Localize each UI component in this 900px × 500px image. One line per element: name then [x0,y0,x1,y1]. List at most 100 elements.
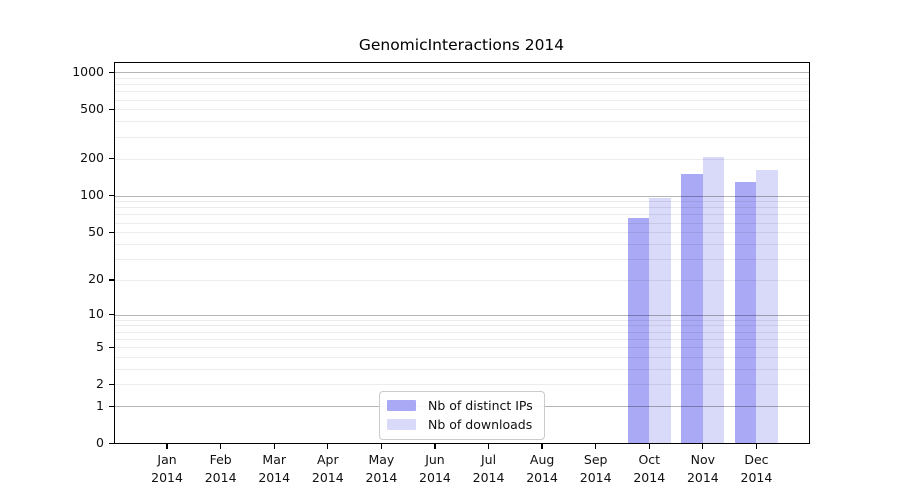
x-tick-label-apr-2014: Apr 2014 [288,451,368,486]
y-tick-mark [108,194,114,197]
plot-frame [113,62,810,444]
x-tick-label-aug-2014: Aug 2014 [502,451,582,486]
gridline-minor [113,243,810,245]
gridline-minor [113,347,810,349]
y-tick-mark [108,346,114,348]
x-tick-label-line: Mar [262,452,287,467]
x-tick-label-line: 2014 [472,469,505,485]
x-tick-label-line: Oct [638,452,661,467]
x-tick-label-line: Aug [529,452,555,467]
x-tick-mark [487,443,490,449]
x-tick-mark [220,443,222,449]
gridline-minor [113,77,810,79]
x-tick-label-line: 2014 [151,469,183,485]
x-tick-label-jun-2014: Jun 2014 [395,451,475,486]
x-tick-label-jan-2014: Jan 2014 [127,451,207,486]
x-tick-mark [755,443,758,449]
x-tick-mark [702,443,704,449]
y-tick-mark [108,231,114,233]
y-tick-label-5: 5 [96,338,104,354]
x-tick-label-line: 2014 [204,469,237,485]
gridline-minor [113,384,810,386]
y-tick-label-100: 100 [80,187,104,203]
x-tick-label-sep-2014: Sep 2014 [556,451,636,486]
x-tick-mark [648,443,650,449]
x-tick-label-oct-2014: Oct 2014 [609,451,689,486]
x-tick-label-dec-2014: Dec 2014 [716,451,796,486]
gridline-major [113,72,810,74]
x-tick-label-line: Feb [209,452,232,467]
y-tick-mark [108,314,114,316]
gridline-major [113,195,810,197]
legend-label: Nb of distinct IPs [428,398,533,413]
gridline-minor [113,369,810,371]
x-tick-label-line: Jul [480,452,497,467]
gridline-minor [113,279,810,281]
x-tick-mark [166,443,168,449]
x-tick-label-line: Apr [316,452,339,467]
y-tick-label-2: 2 [96,375,104,391]
x-tick-label-may-2014: May 2014 [341,451,421,486]
y-tick-label-50: 50 [88,223,104,239]
gridline-minor [113,84,810,86]
y-tick-label-0: 0 [96,435,104,450]
y-tick-mark [108,157,114,160]
x-tick-label-feb-2014: Feb 2014 [181,451,261,486]
bar-dec-2014-nb-of-distinct-ips [734,181,757,444]
gridline-minor [113,158,810,160]
y-tick-label-1000: 1000 [72,63,104,79]
legend-label: Nb of downloads [428,417,533,432]
gridline-minor [113,136,810,138]
x-tick-label-line: 2014 [365,469,398,485]
y-tick-label-200: 200 [80,150,104,166]
bar-dec-2014-nb-of-downloads [756,169,778,444]
gridline-minor [113,325,810,327]
gridline-minor [113,357,810,359]
x-tick-mark [327,443,329,449]
legend-swatch-icon [387,400,416,411]
y-tick-label-1: 1 [96,397,104,413]
x-tick-label-line: Dec [744,452,769,467]
x-tick-mark [380,443,383,449]
gridline-minor [113,207,810,209]
y-tick-mark [108,442,114,445]
x-tick-label-line: Jan [157,452,177,467]
y-tick-label-20: 20 [88,271,104,287]
gridline-minor [113,91,810,93]
x-tick-label-line: 2014 [686,469,719,485]
y-tick-mark [108,383,114,386]
legend-entry-nb-of-downloads: Nb of downloads [387,417,534,432]
legend: Nb of distinct IPs Nb of downloads [379,391,545,440]
gridline-minor [113,319,810,321]
x-tick-label-line: 2014 [419,469,451,485]
y-tick-mark [108,279,114,281]
x-tick-label-line: 2014 [258,469,291,485]
bar-nov-2014-nb-of-distinct-ips [681,173,703,444]
bar-oct-2014-nb-of-distinct-ips [627,218,650,444]
x-tick-mark [434,443,436,449]
gridline-minor [113,232,810,234]
gridline-minor [113,258,810,260]
gridline-minor [113,121,810,123]
y-tick-mark [108,71,114,73]
gridline-minor [113,222,810,224]
gridline-minor [113,331,810,333]
x-tick-label-line: May [368,452,395,467]
bar-oct-2014-nb-of-downloads [649,197,671,444]
bar-nov-2014-nb-of-downloads [702,156,725,444]
x-tick-label-line: 2014 [740,469,773,485]
legend-swatch-icon [387,419,416,430]
x-tick-label-mar-2014: Mar 2014 [234,451,314,486]
x-tick-label-line: Nov [690,452,716,467]
x-tick-label-line: 2014 [633,469,666,485]
x-tick-label-nov-2014: Nov 2014 [663,451,743,486]
y-tick-label-10: 10 [88,306,104,322]
gridline-major [113,314,810,316]
x-tick-mark [595,443,597,449]
chart-title: GenomicInteractions 2014 [358,36,565,54]
y-tick-label-500: 500 [80,100,104,116]
gridline-minor [113,338,810,340]
x-tick-label-line: Jun [425,452,445,467]
y-tick-mark [108,405,114,407]
